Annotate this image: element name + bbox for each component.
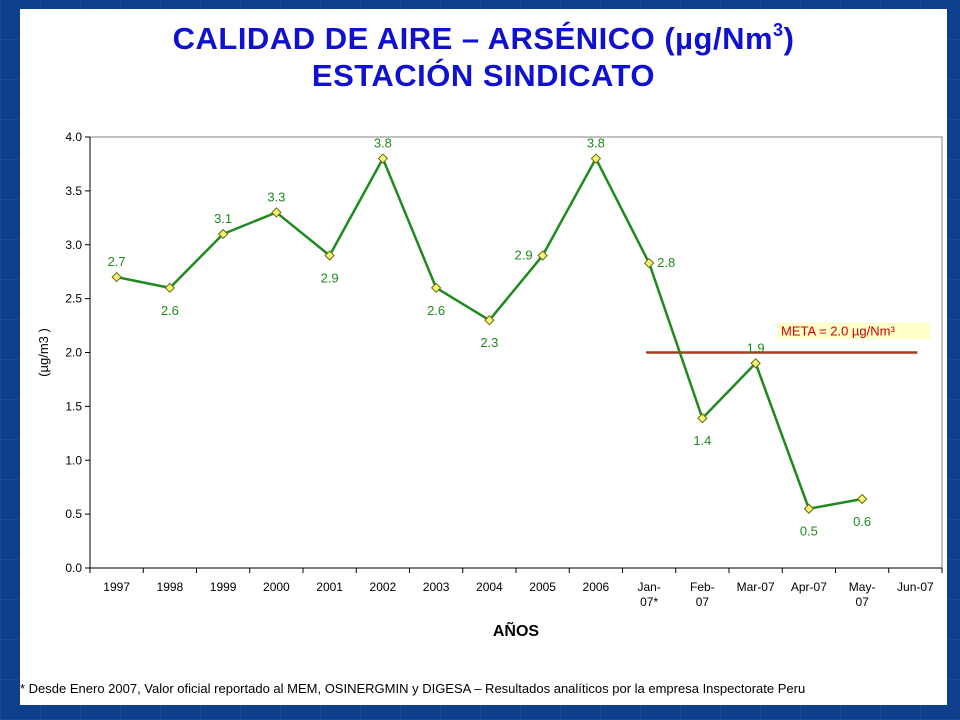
x-tick-label: 2001: [316, 580, 343, 594]
x-tick-label: 2002: [370, 580, 397, 594]
data-point-marker: [537, 250, 548, 261]
y-tick-label: 2.0: [65, 346, 82, 360]
x-axis-title: AÑOS: [493, 620, 540, 640]
x-tick-label: Mar-07: [737, 580, 775, 594]
data-point-marker: [856, 493, 868, 505]
data-label: 3.8: [587, 136, 605, 151]
data-point-marker: [217, 228, 229, 240]
data-point-marker: [430, 282, 442, 294]
x-tick-label: Apr-07: [791, 580, 827, 594]
data-point-marker: [803, 503, 815, 514]
data-label: 2.9: [515, 248, 533, 263]
meta-label-box: [777, 322, 930, 340]
data-label: 2.8: [657, 255, 675, 270]
data-label: 2.3: [480, 335, 498, 350]
x-tick-label: Jan-: [637, 580, 660, 594]
y-tick-label: 0.0: [65, 561, 82, 575]
y-tick-label: 2.5: [65, 292, 82, 306]
data-point-marker: [697, 413, 708, 424]
slide: CALIDAD DE AIRE – ARSÉNICO (µg/Nm3) ESTA…: [20, 9, 947, 705]
data-label: 0.5: [800, 524, 818, 539]
data-label: 2.6: [427, 303, 445, 318]
data-point-marker: [484, 314, 495, 326]
line-chart: 0.0 0.5 1.0 1.5 2.0 2.5 3.0 3.5 4.0 1997 1998 1999 2…: [36, 130, 943, 640]
data-label: 3.3: [267, 189, 285, 204]
data-label: 1.4: [693, 433, 711, 448]
x-tick-label: 2000: [263, 580, 290, 594]
data-label: 3.1: [214, 211, 232, 226]
x-tick-label: 1998: [157, 580, 184, 594]
data-point-marker: [750, 358, 761, 369]
x-tick-label: 07: [696, 595, 710, 609]
data-point-marker: [111, 271, 122, 283]
y-axis-title: (µg/m3 ): [36, 328, 51, 377]
data-label: 0.6: [853, 514, 871, 529]
chart-title-line2: ESTACIÓN SINDICATO: [311, 58, 656, 93]
chart-title-line1: CALIDAD DE AIRE – ARSÉNICO (µg/Nm3): [20, 19, 947, 57]
x-tick-label: 1997: [103, 580, 130, 594]
data-label: 3.8: [374, 136, 392, 151]
title-text: CALIDAD DE AIRE – ARSÉNICO (µg/Nm: [172, 21, 774, 56]
data-label: 2.7: [108, 254, 126, 269]
x-tick-label: 07*: [640, 595, 658, 609]
x-tick-label: 2004: [476, 580, 503, 594]
y-tick-label: 0.5: [65, 507, 82, 521]
data-point-marker: [590, 153, 602, 164]
x-tick-label: 07: [855, 595, 869, 609]
data-point-marker: [271, 207, 282, 218]
data-point-marker: [164, 282, 176, 294]
x-tick-label: 2005: [529, 580, 556, 594]
y-tick-label: 4.0: [65, 130, 82, 144]
y-tick-label: 3.5: [65, 184, 82, 198]
y-tick-label: 1.5: [65, 399, 82, 413]
title-superscript: 3: [773, 19, 784, 40]
data-label: 1.9: [747, 340, 765, 355]
y-tick-label: 1.0: [65, 453, 82, 467]
data-label: 2.6: [161, 303, 179, 318]
x-tick-label: May-: [849, 580, 876, 594]
data-point-marker: [377, 153, 389, 164]
x-tick-label: Feb-: [690, 580, 715, 594]
data-point-marker: [324, 250, 335, 261]
title-close-paren: ): [783, 21, 795, 56]
x-tick-label: 1999: [210, 580, 237, 594]
data-point-marker: [643, 257, 655, 269]
meta-label-text: META = 2.0 µg/Nm³: [781, 324, 895, 339]
x-tick-label: Jun-07: [897, 580, 934, 594]
data-label: 2.9: [321, 271, 339, 286]
x-tick-label: 2003: [423, 580, 450, 594]
y-tick-label: 3.0: [65, 238, 82, 252]
x-tick-label: 2006: [583, 580, 610, 594]
footnote: * Desde Enero 2007, Valor oficial report…: [20, 681, 806, 696]
